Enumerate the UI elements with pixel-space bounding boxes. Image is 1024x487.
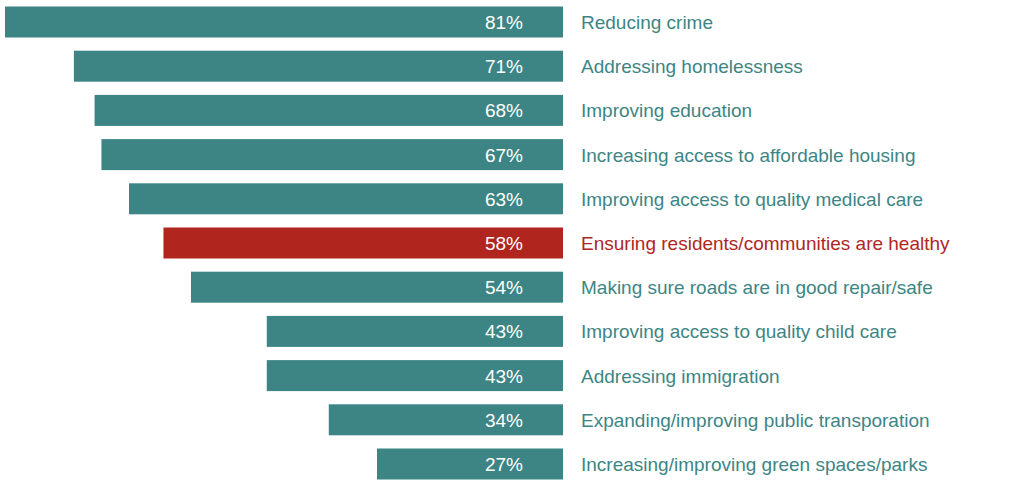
bar <box>329 404 563 435</box>
category-label: Addressing immigration <box>581 366 780 387</box>
bar <box>163 228 563 259</box>
category-label: Improving education <box>581 100 752 121</box>
bar <box>267 316 563 347</box>
category-label: Increasing access to affordable housing <box>581 145 915 166</box>
labels: 81% Reducing crime 71% Addressing homelessn… <box>485 12 950 475</box>
data-label: 81% <box>485 12 523 33</box>
bar <box>95 95 563 126</box>
category-label: Reducing crime <box>581 12 713 33</box>
bar <box>267 360 563 391</box>
category-label: Improving access to quality medical care <box>581 189 923 210</box>
data-label: 63% <box>485 189 523 210</box>
data-label: 43% <box>485 321 523 342</box>
bar <box>74 51 563 82</box>
bar <box>5 7 563 38</box>
category-label: Increasing/improving green spaces/parks <box>581 454 927 475</box>
bars <box>5 7 563 480</box>
data-label: 71% <box>485 56 523 77</box>
category-label: Improving access to quality child care <box>581 321 897 342</box>
bar <box>377 449 563 480</box>
chart-container: 81% Reducing crime 71% Addressing homelessn… <box>0 0 1024 487</box>
data-label: 34% <box>485 410 523 431</box>
category-label: Expanding/improving public transporation <box>581 410 930 431</box>
data-label: 43% <box>485 366 523 387</box>
data-label: 27% <box>485 454 523 475</box>
data-label: 68% <box>485 100 523 121</box>
category-label: Ensuring residents/communities are healt… <box>581 233 950 254</box>
data-label: 54% <box>485 277 523 298</box>
data-label: 67% <box>485 145 523 166</box>
bar <box>101 139 563 170</box>
category-label: Making sure roads are in good repair/saf… <box>581 277 933 298</box>
data-label: 58% <box>485 233 523 254</box>
bar <box>191 272 563 303</box>
chart-svg: 81% Reducing crime 71% Addressing homelessn… <box>0 0 1024 487</box>
bar <box>129 183 563 214</box>
category-label: Addressing homelessness <box>581 56 803 77</box>
